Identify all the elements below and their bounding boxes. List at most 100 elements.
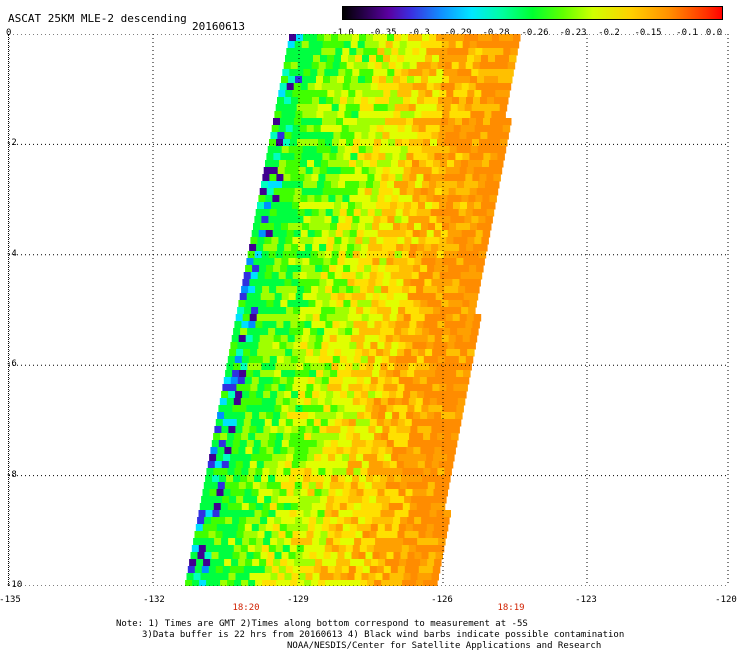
wind-cell — [196, 559, 204, 567]
wind-cell — [365, 223, 373, 231]
wind-cell — [372, 552, 380, 560]
wind-cell — [361, 244, 369, 252]
wind-cell — [441, 153, 449, 161]
wind-cell — [298, 426, 306, 434]
wind-cell — [370, 489, 378, 497]
wind-cell — [317, 104, 326, 112]
wind-cell — [318, 468, 326, 476]
wind-cell — [284, 132, 292, 140]
wind-cell — [314, 160, 322, 168]
wind-cell — [321, 195, 329, 203]
wind-cell — [406, 118, 414, 126]
wind-cell — [392, 153, 400, 161]
wind-cell — [332, 503, 341, 511]
wind-cell — [297, 286, 305, 294]
wind-cell — [409, 433, 417, 441]
wind-cell — [209, 454, 217, 462]
wind-cell — [250, 531, 258, 539]
wind-cell — [455, 41, 464, 49]
wind-cell — [329, 412, 337, 420]
wind-cell — [218, 552, 226, 560]
wind-cell — [499, 104, 508, 112]
wind-cell — [432, 566, 441, 574]
wind-cell — [276, 468, 284, 476]
wind-cell — [377, 377, 386, 385]
wind-cell — [477, 258, 485, 266]
wind-cell — [337, 293, 346, 301]
wind-cell — [472, 209, 481, 217]
wind-cell — [365, 146, 374, 154]
wind-cell — [336, 188, 345, 196]
wind-cell — [285, 496, 293, 504]
wind-cell — [261, 363, 269, 371]
wind-cell — [260, 370, 268, 378]
wind-cell — [342, 524, 351, 532]
wind-cell — [283, 286, 291, 294]
wind-cell — [407, 258, 415, 266]
wind-cell — [392, 300, 400, 308]
wind-cell — [394, 545, 403, 553]
wind-cell — [380, 251, 389, 259]
wind-cell — [403, 314, 412, 322]
wind-cell — [496, 83, 505, 91]
wind-cell — [388, 62, 397, 70]
wind-cell — [404, 237, 412, 245]
wind-cell — [304, 209, 313, 217]
wind-cell — [237, 377, 246, 385]
wind-cell — [409, 62, 418, 70]
wind-cell — [309, 258, 317, 266]
wind-cell — [398, 377, 407, 385]
wind-cell — [490, 153, 498, 161]
wind-cell — [338, 510, 346, 518]
wind-cell — [478, 69, 486, 77]
wind-cell — [265, 524, 274, 532]
wind-cell — [370, 342, 378, 350]
wind-cell — [325, 503, 334, 511]
wind-cell — [382, 279, 390, 287]
wind-cell — [325, 209, 334, 217]
wind-cell — [460, 202, 468, 210]
wind-cell — [456, 76, 464, 84]
wind-cell — [333, 391, 341, 399]
wind-cell — [189, 559, 197, 567]
wind-cell — [314, 489, 322, 497]
wind-cell — [482, 160, 490, 168]
wind-cell — [281, 258, 289, 266]
wind-cell — [410, 97, 418, 105]
wind-cell — [261, 510, 269, 518]
wind-cell — [447, 307, 455, 315]
wind-cell — [234, 356, 243, 364]
wind-cell — [476, 118, 484, 126]
wind-cell — [310, 251, 319, 259]
wind-cell — [462, 153, 470, 161]
wind-cell — [249, 244, 257, 252]
wind-cell — [185, 580, 193, 586]
wind-cell — [414, 370, 422, 378]
wind-cell — [439, 496, 447, 504]
wind-cell — [419, 230, 428, 238]
wind-cell — [363, 489, 371, 497]
wind-cell — [408, 510, 416, 518]
wind-cell — [365, 552, 373, 560]
wind-cell — [445, 167, 454, 175]
wind-cell — [305, 426, 313, 434]
wind-cell — [393, 405, 401, 413]
wind-cell — [412, 195, 420, 203]
wind-cell — [449, 111, 457, 119]
wind-cell — [336, 412, 344, 420]
lat-label: -4 — [6, 249, 17, 259]
wind-cell — [425, 90, 433, 98]
wind-cell — [359, 398, 368, 406]
wind-cell — [459, 244, 467, 252]
wind-cell — [326, 461, 335, 469]
wind-cell — [271, 531, 279, 539]
wind-cell — [305, 314, 314, 322]
wind-cell — [266, 482, 275, 490]
wind-cell — [325, 580, 333, 586]
wind-cell — [298, 132, 306, 140]
wind-cell — [403, 573, 411, 581]
wind-cell — [294, 41, 303, 49]
wind-cell — [342, 83, 351, 91]
wind-cell — [316, 440, 325, 448]
wind-cell — [214, 426, 222, 434]
